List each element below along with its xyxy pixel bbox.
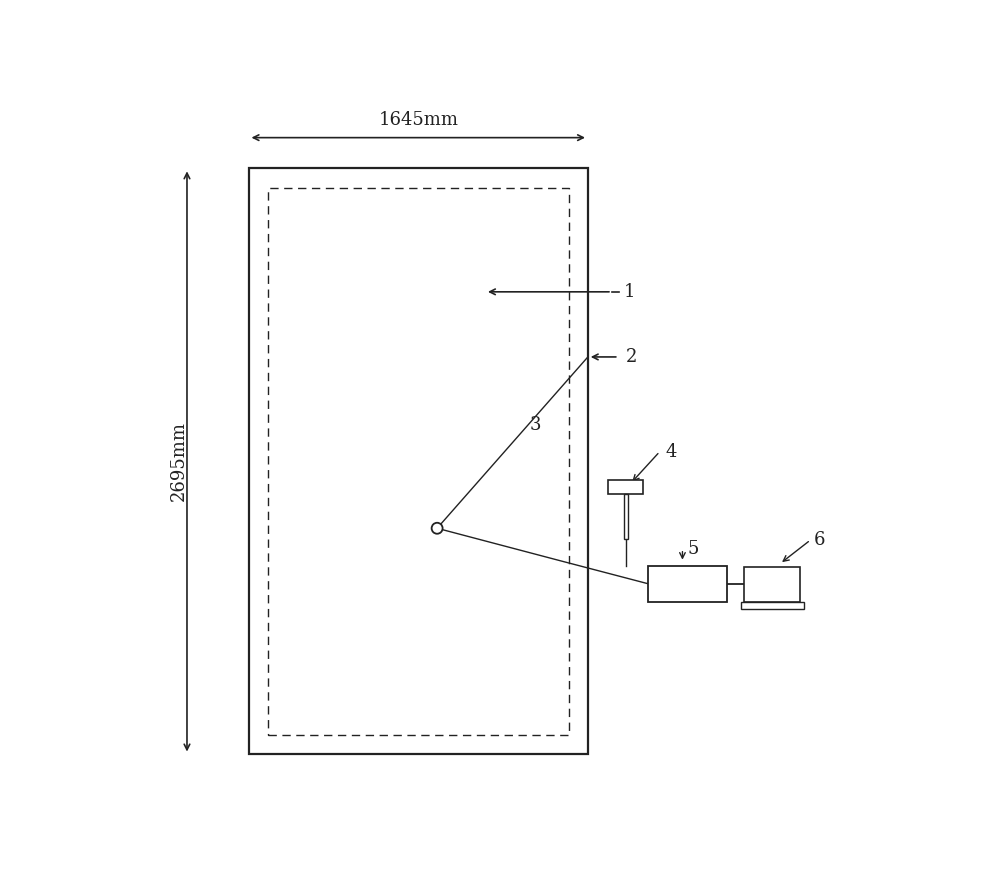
Text: 1: 1 bbox=[624, 283, 636, 301]
Bar bbox=[648, 566, 727, 602]
Bar bbox=[608, 481, 643, 494]
Text: 4: 4 bbox=[665, 442, 677, 460]
Bar bbox=[624, 494, 628, 538]
Bar bbox=[744, 567, 800, 602]
Bar bbox=[249, 168, 588, 755]
Text: 5: 5 bbox=[688, 540, 699, 558]
Bar bbox=[741, 602, 804, 609]
Bar bbox=[268, 188, 569, 735]
Text: 3: 3 bbox=[530, 417, 541, 434]
Text: 2695mm: 2695mm bbox=[170, 422, 188, 501]
Text: 2: 2 bbox=[626, 348, 638, 366]
Text: 6: 6 bbox=[814, 531, 826, 549]
Text: 1645mm: 1645mm bbox=[378, 110, 458, 129]
Circle shape bbox=[432, 522, 443, 534]
